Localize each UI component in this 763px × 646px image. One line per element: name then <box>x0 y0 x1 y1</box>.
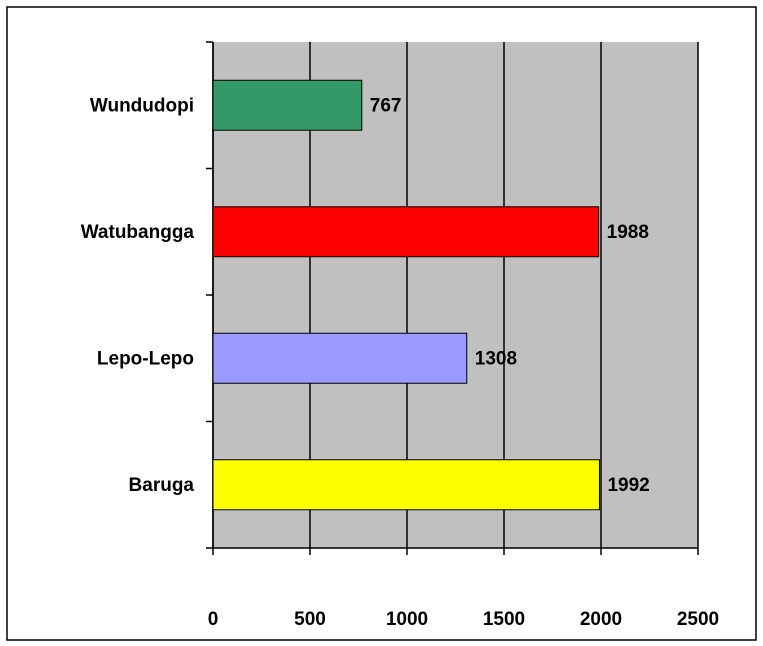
x-tick-label: 0 <box>208 609 219 630</box>
x-tick-label: 1500 <box>483 609 525 630</box>
bar <box>212 332 468 384</box>
y-tick-label: Watubangga <box>81 222 195 243</box>
bar <box>212 459 600 511</box>
y-tick-label: Wundudopi <box>90 95 194 116</box>
value-label: 767 <box>370 95 402 116</box>
y-tick-label: Lepo-Lepo <box>97 348 194 369</box>
bar <box>212 79 363 131</box>
x-tick-label: 2000 <box>580 609 622 630</box>
value-label: 1992 <box>607 475 649 496</box>
value-label: 1988 <box>607 222 649 243</box>
x-tick-label: 1000 <box>386 609 428 630</box>
y-tick-label: Baruga <box>129 475 195 496</box>
x-tick-label: 2500 <box>677 609 719 630</box>
x-tick-label: 500 <box>294 609 326 630</box>
value-label: 1308 <box>475 348 517 369</box>
bar <box>212 206 600 258</box>
